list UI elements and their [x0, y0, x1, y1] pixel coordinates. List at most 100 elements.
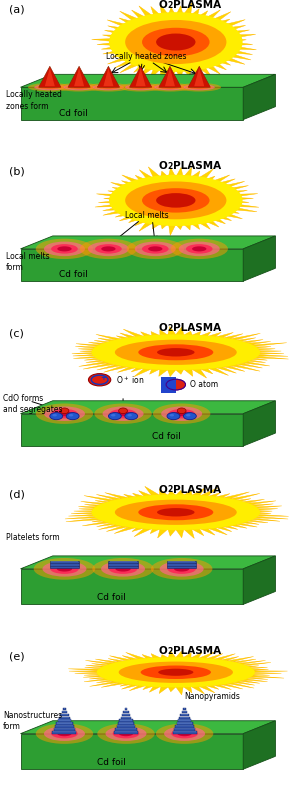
Text: 2: 2 — [167, 324, 172, 333]
Ellipse shape — [125, 182, 226, 219]
Polygon shape — [161, 377, 176, 393]
Ellipse shape — [125, 20, 226, 64]
Ellipse shape — [171, 729, 198, 739]
Polygon shape — [21, 569, 243, 604]
Ellipse shape — [119, 731, 133, 736]
Polygon shape — [174, 728, 195, 730]
Ellipse shape — [36, 403, 93, 424]
Polygon shape — [179, 717, 190, 719]
Ellipse shape — [50, 564, 79, 574]
Polygon shape — [60, 717, 69, 718]
Ellipse shape — [80, 238, 137, 259]
Polygon shape — [120, 719, 132, 721]
Ellipse shape — [127, 86, 155, 89]
Ellipse shape — [189, 86, 209, 89]
Ellipse shape — [178, 83, 221, 91]
Ellipse shape — [164, 86, 176, 88]
Polygon shape — [124, 711, 128, 712]
Text: PLASMA: PLASMA — [173, 0, 221, 10]
Ellipse shape — [194, 86, 205, 88]
Ellipse shape — [57, 566, 72, 571]
Ellipse shape — [91, 335, 260, 370]
Ellipse shape — [57, 83, 101, 91]
Text: PLASMA: PLASMA — [173, 646, 221, 656]
Polygon shape — [167, 566, 196, 568]
Ellipse shape — [40, 86, 60, 89]
Polygon shape — [122, 713, 130, 715]
Text: O: O — [158, 323, 167, 333]
Ellipse shape — [105, 726, 146, 741]
Text: O: O — [158, 646, 167, 656]
Polygon shape — [167, 561, 196, 563]
Ellipse shape — [88, 373, 111, 386]
Polygon shape — [180, 713, 189, 716]
Polygon shape — [53, 731, 76, 732]
Polygon shape — [243, 401, 275, 446]
Ellipse shape — [156, 193, 195, 208]
Polygon shape — [108, 561, 138, 563]
Polygon shape — [122, 713, 130, 716]
Ellipse shape — [125, 413, 138, 419]
Text: O$^+$ ion: O$^+$ ion — [116, 374, 144, 385]
Polygon shape — [50, 563, 79, 566]
Ellipse shape — [127, 238, 184, 259]
Polygon shape — [51, 561, 78, 562]
Polygon shape — [68, 650, 287, 695]
Ellipse shape — [94, 86, 122, 89]
Polygon shape — [121, 717, 131, 718]
Polygon shape — [21, 236, 275, 249]
Ellipse shape — [127, 414, 132, 416]
Polygon shape — [95, 166, 259, 235]
Ellipse shape — [103, 86, 114, 88]
Polygon shape — [123, 711, 129, 713]
Text: (d): (d) — [9, 490, 25, 499]
Polygon shape — [182, 711, 187, 712]
Ellipse shape — [42, 561, 86, 577]
Ellipse shape — [153, 403, 210, 424]
Text: Locally heated
zones form: Locally heated zones form — [6, 90, 62, 111]
Ellipse shape — [60, 408, 69, 414]
Polygon shape — [51, 566, 78, 567]
Polygon shape — [21, 414, 243, 446]
Polygon shape — [175, 726, 194, 728]
Ellipse shape — [101, 561, 145, 577]
Polygon shape — [57, 722, 72, 723]
Ellipse shape — [57, 246, 71, 251]
Polygon shape — [21, 721, 275, 734]
Ellipse shape — [177, 731, 192, 736]
Ellipse shape — [157, 348, 195, 356]
Ellipse shape — [115, 566, 131, 571]
Ellipse shape — [34, 558, 95, 579]
Ellipse shape — [115, 499, 237, 525]
Text: 2: 2 — [167, 486, 172, 494]
Ellipse shape — [98, 86, 119, 89]
Polygon shape — [167, 563, 196, 566]
Text: (b): (b) — [9, 166, 25, 176]
Ellipse shape — [183, 413, 196, 419]
Polygon shape — [52, 731, 76, 734]
Polygon shape — [56, 722, 73, 725]
Text: (e): (e) — [9, 651, 24, 661]
Polygon shape — [50, 566, 79, 568]
Polygon shape — [115, 728, 137, 730]
Ellipse shape — [185, 86, 213, 89]
Text: PLASMA: PLASMA — [173, 323, 221, 333]
Ellipse shape — [170, 414, 174, 416]
Polygon shape — [21, 734, 243, 769]
Text: CdO forms
and segregates: CdO forms and segregates — [3, 394, 62, 415]
Polygon shape — [64, 708, 65, 709]
Polygon shape — [59, 717, 70, 719]
Polygon shape — [74, 68, 84, 86]
Polygon shape — [58, 719, 71, 721]
Ellipse shape — [192, 246, 207, 251]
Text: Locally heated zones: Locally heated zones — [106, 53, 187, 61]
Ellipse shape — [167, 564, 196, 574]
Polygon shape — [117, 726, 135, 728]
Text: Local melts
form: Local melts form — [6, 252, 50, 272]
Ellipse shape — [158, 669, 193, 675]
Polygon shape — [118, 722, 134, 725]
Ellipse shape — [151, 558, 212, 579]
Ellipse shape — [138, 504, 213, 520]
Text: O atom: O atom — [190, 380, 218, 389]
Ellipse shape — [36, 238, 93, 259]
